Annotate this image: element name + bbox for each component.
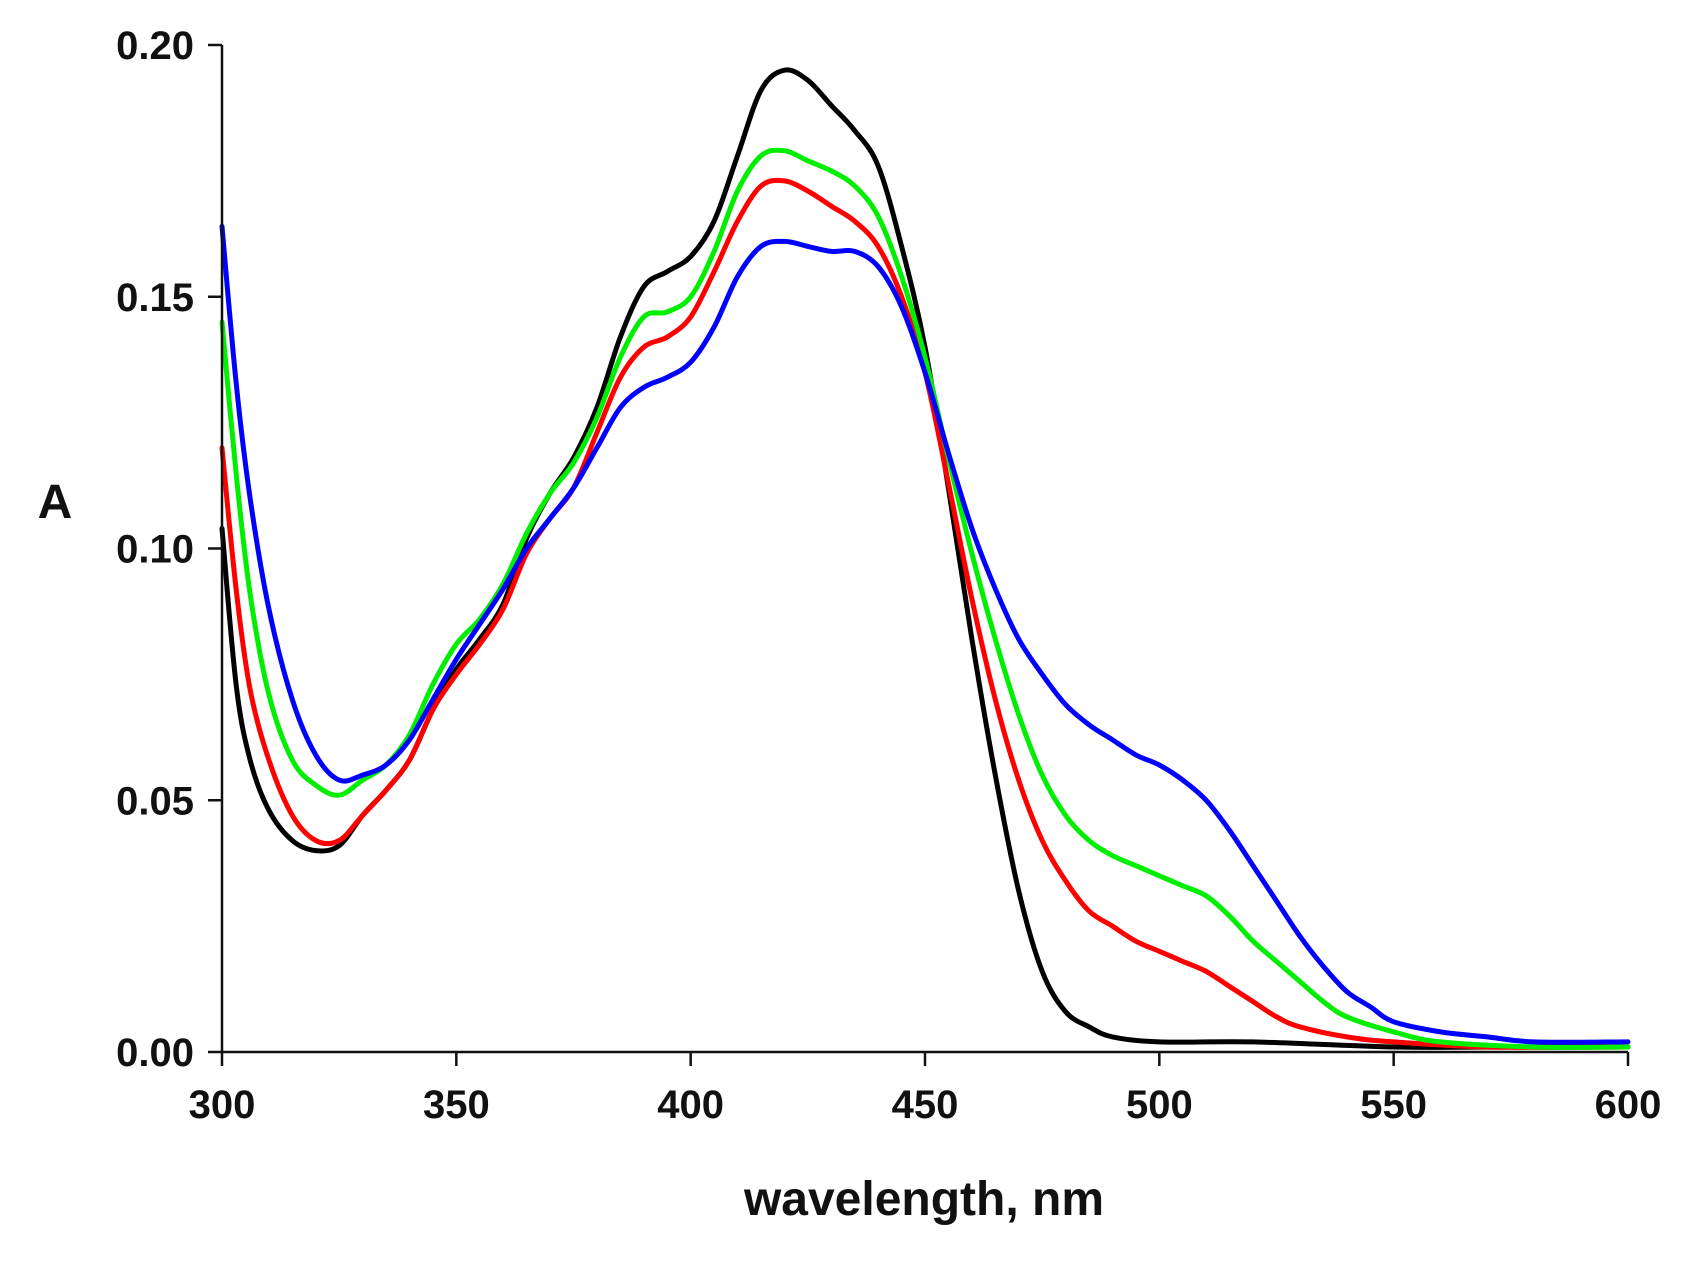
x-tick-label: 500 bbox=[1126, 1083, 1193, 1127]
series-line-green bbox=[219, 147, 1631, 1050]
y-tick-label: 0.20 bbox=[116, 24, 194, 68]
y-tick-label: 0.15 bbox=[116, 276, 194, 320]
series-line-black bbox=[219, 67, 1631, 1050]
x-axis-title: wavelength, nm bbox=[743, 1173, 1104, 1226]
x-tick-label: 600 bbox=[1595, 1083, 1662, 1127]
series-line-red bbox=[219, 177, 1631, 1050]
y-tick-label: 0.05 bbox=[116, 779, 194, 823]
axes bbox=[220, 45, 1628, 1054]
y-axis-title: A bbox=[38, 476, 73, 529]
x-tick-label: 550 bbox=[1360, 1083, 1427, 1127]
plot-area bbox=[219, 67, 1631, 1050]
x-tick-label: 300 bbox=[189, 1083, 256, 1127]
x-tick-label: 400 bbox=[657, 1083, 724, 1127]
series-line-blue bbox=[219, 223, 1631, 1045]
y-tick-label: 0.00 bbox=[116, 1031, 194, 1075]
ticks: 0.00 0.05 0.10 0.15 0.20 300 350 400 450 500 550 60… bbox=[116, 24, 1661, 1127]
x-tick-label: 350 bbox=[423, 1083, 490, 1127]
x-tick-label: 450 bbox=[892, 1083, 959, 1127]
y-tick-label: 0.10 bbox=[116, 528, 194, 572]
